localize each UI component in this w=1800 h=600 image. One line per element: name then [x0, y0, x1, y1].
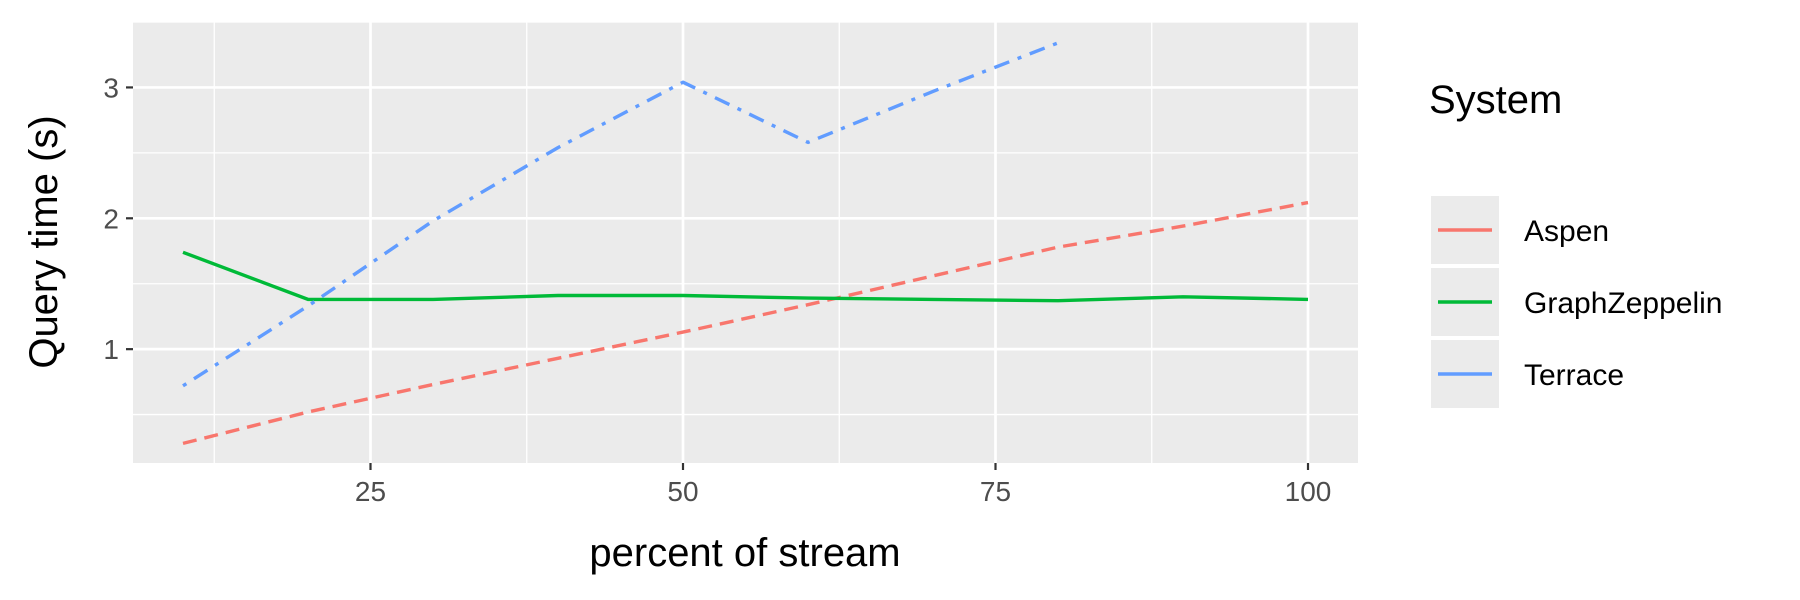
- legend-label-graphzeppelin: GraphZeppelin: [1524, 287, 1722, 320]
- legend-label-aspen: Aspen: [1524, 215, 1609, 248]
- x-tick-label: 75: [980, 476, 1011, 507]
- x-tick-label: 25: [355, 476, 386, 507]
- y-axis: 1 2 3: [103, 72, 133, 365]
- series-line-graphzeppelin: [182, 250, 1309, 303]
- series-line-terrace: [182, 41, 1059, 388]
- legend-label-terrace: Terrace: [1524, 359, 1624, 392]
- y-tick-label: 1: [103, 334, 119, 365]
- series-line-aspen: [182, 200, 1309, 446]
- y-tick-label: 3: [103, 72, 119, 103]
- x-axis: 25 50 75 100: [355, 463, 1331, 507]
- x-tick-label: 100: [1285, 476, 1332, 507]
- major-gridlines: [133, 22, 1358, 463]
- legend: System Aspen GraphZeppelin Terrace: [1429, 78, 1722, 408]
- legend-title: System: [1429, 78, 1562, 122]
- y-axis-title: Query time (s): [22, 115, 66, 368]
- y-tick-label: 2: [103, 203, 119, 234]
- plot-panel: [133, 22, 1358, 463]
- series-layer: [182, 41, 1309, 446]
- x-axis-title: percent of stream: [589, 531, 900, 575]
- x-tick-label: 50: [667, 476, 698, 507]
- minor-gridlines: [133, 21, 1358, 463]
